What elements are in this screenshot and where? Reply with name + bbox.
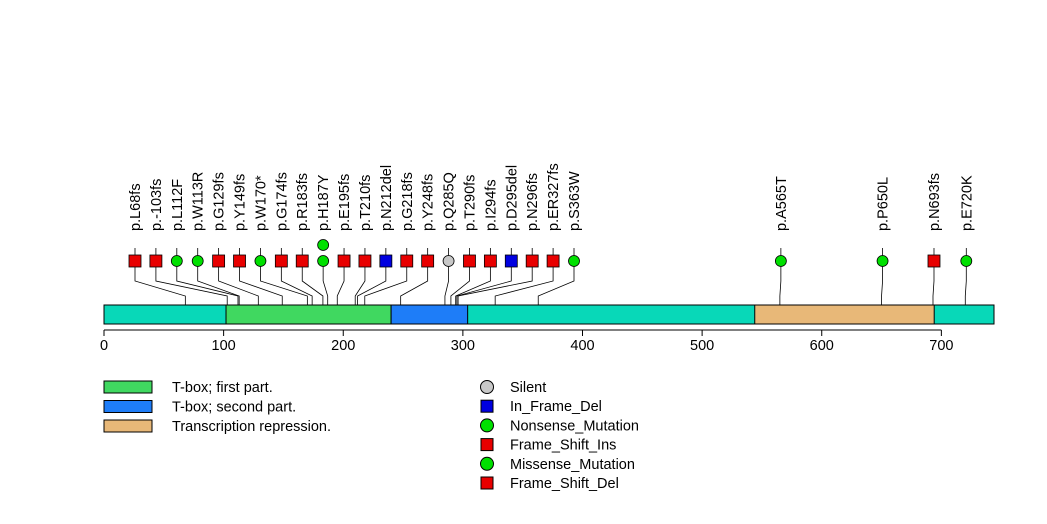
mutation-label: p.L68fs — [128, 183, 144, 231]
mutation-marker — [421, 254, 435, 268]
legend-domain-label: Transcription repression. — [172, 419, 331, 435]
legend-type-label: Silent — [510, 380, 546, 396]
mutation-label: p.Q285Q — [442, 172, 458, 231]
mutation-marker — [463, 254, 476, 268]
mutation-label: p.I294fs — [483, 179, 499, 231]
mutation-marker — [254, 255, 267, 267]
mutation-label: p.-103fs — [149, 179, 165, 231]
x-axis: 0 100 200 300 400 500 600 700 — [100, 329, 953, 354]
legend-type-label: In_Frame_Del — [510, 399, 602, 415]
mutation-marker — [483, 254, 497, 268]
legend-type-marker — [480, 418, 494, 433]
legend-type-marker — [480, 456, 494, 471]
mutation-label: p.G129fs — [212, 172, 228, 231]
mutation-marker — [274, 254, 288, 268]
mutation-label: p.N296fs — [525, 173, 541, 231]
mutation-label: p.W113R — [191, 172, 207, 231]
legend-type-label: Missense_Mutation — [510, 457, 635, 473]
mutation-marker — [149, 254, 163, 268]
mutation-marker — [400, 254, 414, 268]
protein-layer — [103, 304, 995, 325]
mutation-marker — [358, 254, 372, 268]
legend-domain-label: T-box; first part. — [172, 380, 273, 396]
mutation-marker — [317, 255, 330, 267]
x-tick-label: 0 — [100, 338, 108, 354]
mutation-marker — [442, 255, 455, 267]
mutation-marker — [546, 254, 560, 268]
x-tick-label: 300 — [451, 338, 475, 354]
mutation-marker — [504, 254, 518, 268]
mutation-marker — [525, 254, 539, 268]
mutation-label: p.L112F — [170, 179, 186, 231]
mutation-marker — [128, 254, 142, 268]
mutation-marker — [317, 239, 330, 251]
mutation-marker — [191, 255, 204, 267]
mutation-marker — [295, 254, 309, 268]
mutation-label: p.G218fs — [400, 172, 416, 231]
mutation-marker — [876, 255, 889, 267]
mutation-label: p.S363W — [567, 171, 583, 231]
domain-2 — [390, 304, 469, 325]
mutation-label: p.ER327fs — [546, 163, 562, 231]
mutation-label: p.N693fs — [927, 173, 943, 231]
mutation-label: p.E720K — [959, 175, 975, 231]
legend-domain-label: T-box; second part. — [172, 400, 296, 416]
x-tick-label: 700 — [929, 338, 953, 354]
mutation-marker-layer — [128, 239, 973, 268]
legend-type-marker — [480, 399, 494, 413]
mutation-marker — [774, 255, 787, 267]
mutation-label: p.A565T — [774, 176, 790, 231]
mutation-label: p.E195fs — [337, 174, 353, 231]
mutation-marker — [233, 254, 246, 268]
legend-type-label: Frame_Shift_Del — [510, 476, 619, 492]
mutation-label: p.R183fs — [295, 173, 311, 231]
legend-type-marker — [480, 476, 494, 490]
x-tick-label: 500 — [690, 338, 714, 354]
mutation-marker — [927, 254, 941, 268]
x-tick-label: 600 — [810, 338, 834, 354]
mutation-label: p.Y149fs — [233, 174, 249, 231]
mutation-label: p.G174fs — [274, 172, 290, 231]
legend-type-marker — [480, 438, 494, 452]
mutation-marker — [568, 255, 580, 267]
mutation-label: p.T290fs — [462, 175, 478, 231]
mutation-label-layer: p.L68fs p.-103fs p.L112F p.W113R p.G129fs p.Y… — [128, 163, 975, 231]
mutation-label: p.P650L — [876, 177, 892, 231]
domain-3 — [754, 304, 935, 325]
x-tick-label: 100 — [212, 338, 236, 354]
mutation-marker — [960, 255, 973, 267]
x-tick-label: 400 — [570, 338, 594, 354]
x-tick-label: 200 — [331, 338, 355, 354]
mutation-label: p.T210fs — [358, 175, 374, 231]
mutation-label: p.H187Y — [316, 174, 332, 231]
legend-type-marker — [480, 380, 494, 394]
mutation-marker — [379, 254, 393, 268]
mutation-label: p.Y248fs — [421, 174, 437, 231]
mutation-marker — [337, 254, 351, 268]
legend-domain-swatch — [103, 419, 153, 433]
legend-domain-swatch — [103, 380, 153, 394]
legend-domain-swatch — [103, 400, 153, 413]
mutation-label: p.D295del — [504, 165, 520, 231]
mutation-marker — [212, 254, 226, 268]
mutation-label: p.W170* — [253, 175, 269, 231]
domain-1 — [225, 304, 392, 325]
mutation-label: p.N212del — [379, 165, 395, 231]
legend-type-label: Nonsense_Mutation — [510, 418, 639, 434]
legend-type-label: Frame_Shift_Ins — [510, 438, 616, 454]
mutation-marker — [170, 255, 183, 267]
legend: T-box; first part. T-box; second part. Tra… — [103, 380, 639, 492]
